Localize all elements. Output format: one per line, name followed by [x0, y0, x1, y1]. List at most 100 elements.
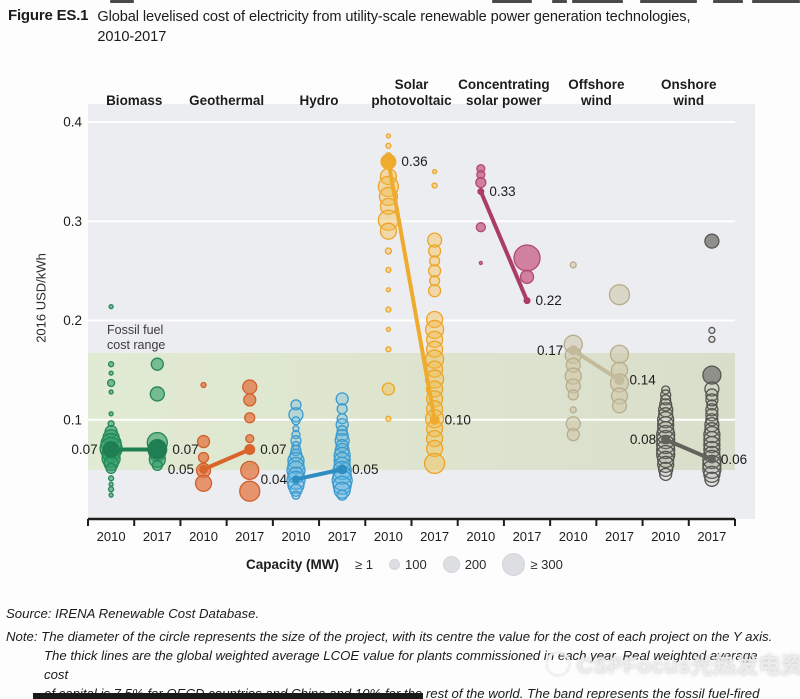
project-bubble [567, 389, 579, 401]
crop-artifact [713, 0, 743, 3]
project-bubble [196, 434, 211, 449]
project-bubble [105, 462, 117, 475]
tech-header-line: Offshore [568, 77, 625, 92]
tech-header: Solar photovoltaic [336, 72, 486, 108]
project-bubble [385, 415, 392, 422]
x-year-label: 2017 [328, 529, 357, 544]
project-bubble [425, 439, 444, 458]
project-bubble [290, 399, 302, 411]
project-bubble [385, 133, 392, 139]
project-bubble [291, 490, 301, 500]
capacity-legend-label: ≥ 1 [355, 556, 373, 572]
project-bubble [424, 319, 445, 340]
project-bubble [569, 406, 577, 414]
project-bubble [381, 382, 396, 396]
crop-artifact [110, 0, 134, 3]
y-tick-label: 0.3 [63, 214, 82, 229]
project-bubble [239, 480, 261, 502]
project-bubble [243, 393, 257, 407]
note-block: Note: The diameter of the circle represe… [6, 627, 776, 699]
project-bubble [332, 475, 352, 495]
project-bubble [385, 346, 392, 353]
project-bubble [609, 344, 630, 364]
project-bubble [245, 433, 255, 444]
project-bubble [427, 244, 442, 258]
project-bubble [194, 474, 213, 492]
tech-header: Biomass [59, 72, 209, 108]
project-bubble [660, 394, 672, 406]
avg-point [147, 439, 168, 460]
avg-point [568, 345, 579, 356]
project-bubble [291, 416, 301, 426]
capacity-legend: Capacity (MW) ≥ 1 100 200 ≥ 300 [246, 551, 563, 577]
avg-point [337, 464, 348, 475]
capacity-legend-label: ≥ 300 [530, 556, 563, 572]
project-bubble [107, 486, 115, 493]
avg-point [244, 444, 256, 456]
source-line: Source: IRENA Renewable Cost Database. [6, 606, 260, 621]
project-bubble [705, 403, 719, 417]
title-line-1: Global levelised cost of electricity fro… [97, 9, 691, 25]
avg-value-label: 0.07 [260, 442, 286, 457]
project-bubble [706, 399, 718, 411]
avg-trend-line [293, 467, 345, 482]
figure-title: Figure ES.1 Global levelised cost of ele… [8, 7, 788, 47]
project-bubble [242, 379, 258, 395]
project-bubble [427, 264, 442, 278]
project-bubble [106, 378, 116, 388]
project-bubble [200, 381, 207, 389]
project-bubble [703, 435, 721, 454]
project-bubble [107, 361, 115, 368]
tech-header-line: wind [673, 92, 705, 108]
capacity-legend-item: ≥ 300 [502, 552, 563, 576]
project-bubble [149, 386, 165, 402]
project-bubble [657, 411, 675, 429]
project-bubble [425, 310, 444, 329]
capacity-circle-icon [502, 552, 526, 576]
note-line: Note: The diameter of the circle represe… [6, 629, 773, 644]
x-year-label: 2010 [466, 529, 495, 544]
tech-header: Concentrating solar power [429, 72, 579, 108]
crop-artifact [492, 0, 532, 3]
x-year-label: 2010 [651, 529, 680, 544]
project-bubble [333, 446, 351, 465]
project-bubble [108, 389, 114, 395]
project-bubble [427, 284, 442, 298]
tech-header-line: solar power [466, 92, 542, 108]
project-bubble [513, 244, 541, 272]
crop-artifact [640, 0, 697, 3]
project-bubble [425, 330, 444, 349]
project-bubble [428, 255, 441, 267]
crop-artifact [572, 0, 623, 3]
project-bubble [566, 427, 580, 442]
project-bubble [708, 326, 716, 335]
y-tick-label: 0.4 [63, 115, 82, 130]
y-axis-title: 2016 USD/kWh [33, 253, 49, 343]
capacity-legend-item: 100 [389, 557, 427, 572]
project-bubble [336, 425, 348, 437]
y-tick-label: 0.1 [63, 412, 82, 427]
project-bubble [569, 261, 577, 269]
project-bubble [385, 142, 392, 149]
avg-trend-line [663, 437, 714, 462]
fossil-label-line-2: cost range [107, 338, 166, 352]
avg-trend-line [571, 348, 622, 383]
project-bubble [385, 287, 392, 293]
project-bubble [292, 425, 300, 433]
project-bubble [335, 392, 349, 406]
project-bubble [108, 411, 114, 417]
avg-point [199, 464, 209, 474]
project-bubble [478, 260, 483, 266]
avg-trend-line [201, 447, 252, 472]
tech-header-line: Solar [394, 77, 429, 92]
crop-artifact-bottom [33, 693, 423, 699]
tech-header-line: photovoltaic [371, 92, 452, 108]
project-bubble [704, 471, 720, 487]
tech-header: Hydro [244, 72, 394, 108]
capacity-circle-icon [389, 558, 400, 570]
project-bubble [336, 403, 348, 415]
avg-value-label: 0.10 [445, 412, 471, 427]
project-bubble [336, 489, 348, 501]
project-bubble [475, 176, 487, 189]
